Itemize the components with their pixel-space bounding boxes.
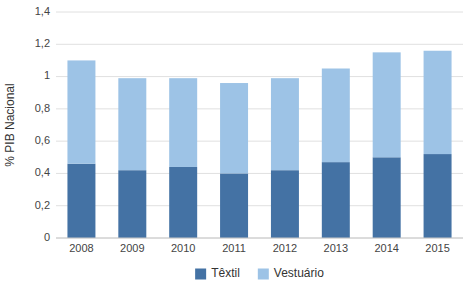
legend: Têxtil Vestuário [195, 266, 324, 280]
bars [67, 51, 451, 238]
y-tick-label: 1,2 [35, 37, 50, 49]
bar [373, 157, 401, 238]
legend-entry: Vestuário [274, 266, 324, 280]
grid-line [56, 44, 463, 45]
bar [322, 69, 350, 163]
bar [322, 162, 350, 238]
bar [271, 78, 299, 170]
y-tick-label: 0,2 [35, 199, 50, 211]
x-tick-label: 2010 [171, 242, 195, 254]
chart-container: 0 0,2 0,4 0,6 0,8 1 1,2 1,4 2008 2009 2010 2011 2012… [0, 0, 475, 294]
x-tick-label: 2009 [120, 242, 144, 254]
x-tick-label: 2014 [374, 242, 398, 254]
x-tick-label: 2012 [273, 242, 297, 254]
bar [169, 78, 197, 167]
bar [67, 164, 95, 238]
grid-line [56, 205, 463, 206]
bar [271, 170, 299, 238]
bar [118, 78, 146, 170]
grid [56, 12, 463, 238]
x-tick-label: 2008 [69, 242, 93, 254]
bar [220, 83, 248, 173]
legend-swatch [258, 269, 269, 280]
grid-line [56, 173, 463, 174]
grid-line [56, 108, 463, 109]
y-tick-label: 0,8 [35, 102, 50, 114]
y-axis-label: % PIB Nacional [3, 83, 17, 166]
x-tick-label: 2013 [324, 242, 348, 254]
grid-line [56, 76, 463, 77]
legend-entry: Têxtil [211, 266, 240, 280]
x-tick-label: 2015 [425, 242, 449, 254]
grid-line [56, 238, 463, 239]
x-axis-line [56, 238, 463, 239]
bar [424, 51, 452, 154]
chart: 0 0,2 0,4 0,6 0,8 1 1,2 1,4 2008 2009 2010 2011 2012… [0, 0, 475, 294]
bar [424, 154, 452, 238]
bar [118, 170, 146, 238]
bar [220, 173, 248, 238]
bar [169, 167, 197, 238]
y-tick-label: 1 [44, 69, 50, 81]
grid-line [56, 141, 463, 142]
y-tick-label: 0,4 [35, 166, 50, 178]
legend-swatch [195, 269, 206, 280]
y-tick-label: 0,6 [35, 134, 50, 146]
y-tick-label: 1,4 [35, 5, 50, 17]
y-tick-label: 0 [44, 231, 50, 243]
bar [373, 52, 401, 157]
grid-line [56, 12, 463, 13]
x-tick-label: 2011 [222, 242, 246, 254]
bar [67, 60, 95, 163]
